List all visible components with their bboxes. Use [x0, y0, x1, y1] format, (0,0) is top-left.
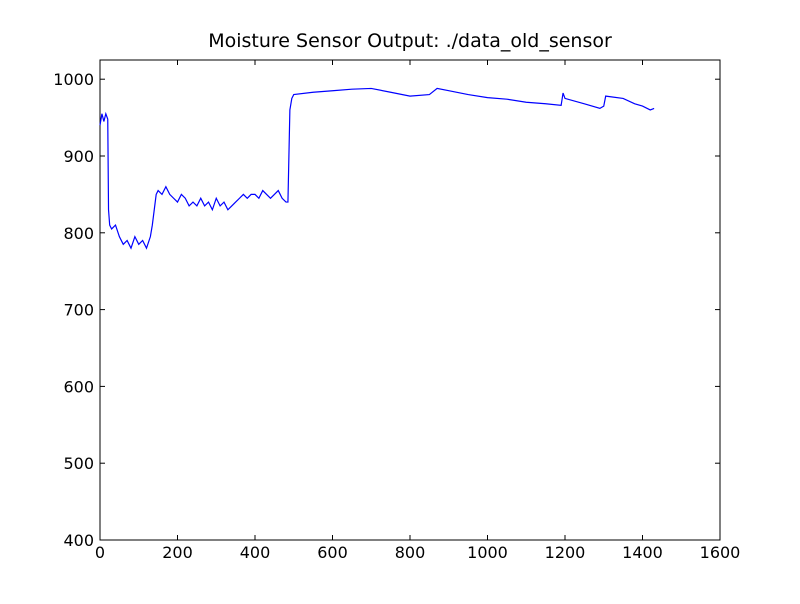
- x-tick-label: 1000: [467, 543, 508, 562]
- x-tick-label: 1400: [622, 543, 663, 562]
- y-tick-label: 500: [63, 454, 94, 473]
- chart-title: Moisture Sensor Output: ./data_old_senso…: [208, 30, 612, 52]
- x-tick-label: 800: [395, 543, 426, 562]
- x-tick-label: 1600: [700, 543, 741, 562]
- y-tick-label: 900: [63, 147, 94, 166]
- y-tick-label: 400: [63, 531, 94, 550]
- x-tick-label: 200: [162, 543, 193, 562]
- y-tick-label: 1000: [53, 70, 94, 89]
- y-tick-label: 800: [63, 224, 94, 243]
- y-tick-label: 600: [63, 377, 94, 396]
- x-tick-label: 600: [317, 543, 348, 562]
- line-series: [99, 87, 655, 250]
- x-tick-label: 0: [95, 543, 105, 562]
- x-tick-label: 1200: [545, 543, 586, 562]
- x-tick-label: 400: [240, 543, 271, 562]
- y-tick-label: 700: [63, 301, 94, 320]
